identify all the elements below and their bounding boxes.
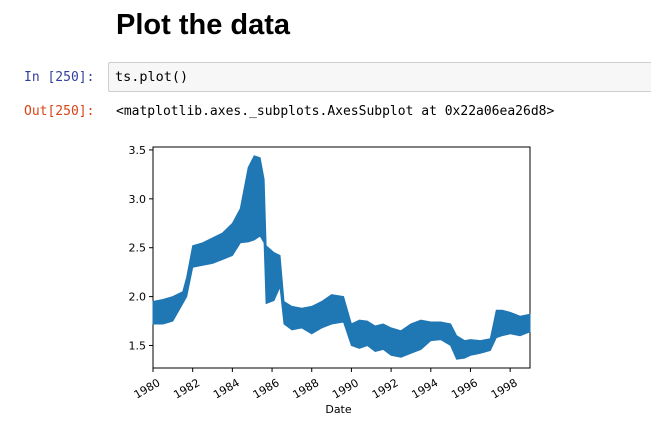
series-layer bbox=[152, 155, 531, 360]
x-tick-label: 1984 bbox=[211, 376, 242, 401]
x-tick-label: 1982 bbox=[171, 376, 202, 401]
code-text[interactable]: ts.plot() bbox=[115, 69, 189, 85]
x-tick-label: 1988 bbox=[290, 376, 321, 401]
x-tick-label: 1996 bbox=[449, 376, 480, 401]
y-tick-label: 2.0 bbox=[129, 291, 147, 304]
x-tick-label: 1994 bbox=[410, 376, 441, 401]
y-tick-label: 3.0 bbox=[129, 193, 147, 206]
x-tick-label: 1990 bbox=[330, 376, 361, 401]
x-axis: 1980 1982 1984 1986 1988 1990 1992 1994 1996 1998 bbox=[132, 368, 520, 402]
output-text: <matplotlib.axes._subplots.AxesSubplot a… bbox=[116, 104, 555, 119]
y-tick-label: 2.5 bbox=[129, 242, 147, 255]
x-tick-label: 1986 bbox=[251, 376, 282, 401]
y-tick-label: 1.5 bbox=[129, 340, 147, 353]
y-axis: 1.5 2.0 2.5 3.0 3.5 bbox=[129, 144, 153, 353]
y-tick-label: 3.5 bbox=[129, 144, 147, 157]
output-prompt: Out[250]: bbox=[24, 104, 95, 119]
code-input-cell[interactable]: ts.plot() bbox=[108, 62, 651, 92]
x-tick-label: 1992 bbox=[370, 376, 401, 401]
series-line bbox=[152, 155, 531, 360]
x-tick-label: 1998 bbox=[489, 376, 520, 401]
plot-area-frame bbox=[152, 146, 531, 369]
section-heading: Plot the data bbox=[116, 9, 291, 41]
x-axis-label: Date bbox=[325, 403, 352, 416]
x-tick-label: 1980 bbox=[132, 376, 163, 401]
input-prompt: In [250]: bbox=[24, 70, 95, 85]
